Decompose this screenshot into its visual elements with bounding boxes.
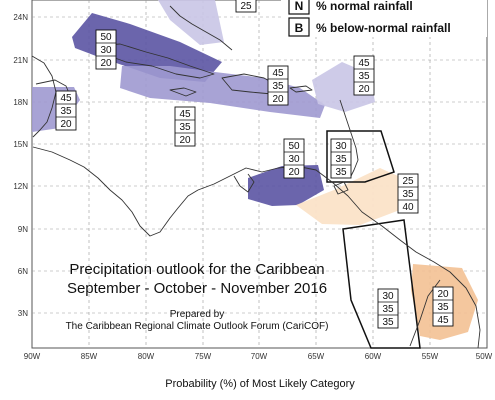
lon-tick: 60W: [365, 352, 382, 361]
map-title: Precipitation outlook for the Caribbean: [69, 261, 324, 278]
probability-value: 35: [382, 304, 394, 315]
lon-tick: 65W: [308, 352, 325, 361]
legend-key: N: [295, 0, 304, 13]
probability-value: 30: [382, 291, 394, 302]
coast-trinidad: [333, 181, 349, 195]
probability-value: 20: [100, 58, 112, 69]
coast-bahamas: [169, 5, 233, 51]
coast-gulf-mexico: [31, 55, 57, 138]
coast-central-america: [32, 146, 199, 237]
probability-value: 45: [179, 109, 191, 120]
region-guianas-outline: [342, 219, 421, 349]
legend-key-box: [288, 0, 310, 15]
probability-box: 50 30 20: [283, 138, 305, 179]
lat-tick: 12N: [13, 182, 28, 191]
probability-value: 20: [60, 119, 72, 130]
probability-value: 35: [437, 302, 449, 313]
lon-tick: 70W: [251, 352, 268, 361]
probability-value: 35: [60, 106, 72, 117]
probability-value: 30: [335, 141, 347, 152]
probability-boxes: 25 50 30 20 45 35 20 45 35 20: [55, 0, 454, 329]
region-lesser-antilles-outline: [326, 130, 395, 183]
lat-tick: 3N: [18, 309, 28, 318]
lon-ticks: 90W 85W 80W 75W 70W 65W 60W 55W 50W: [24, 352, 493, 361]
coast-cuba: [95, 43, 215, 79]
probability-value: 45: [358, 58, 370, 69]
lon-tick: 80W: [138, 352, 155, 361]
lon-tick: 75W: [195, 352, 212, 361]
probability-value: 50: [288, 141, 300, 152]
probability-value: 35: [179, 122, 191, 133]
probability-value: 35: [272, 81, 284, 92]
region-bahamas-light: [158, 0, 224, 45]
probability-value: 25: [240, 1, 252, 12]
lon-tick: 85W: [81, 352, 98, 361]
probability-value: 20: [179, 135, 191, 146]
outlined-regions: [326, 130, 421, 349]
lon-tick: 50W: [476, 352, 493, 361]
probability-box: 45 35 20: [174, 106, 196, 147]
probability-box: 30 35 35: [377, 288, 399, 329]
probability-box: 25: [235, 0, 257, 13]
legend-text: % below-normal rainfall: [316, 21, 451, 35]
prepared-by-label: Prepared by: [170, 309, 224, 320]
coast-south-america-north: [197, 165, 481, 349]
lat-ticks: 24N 21N 18N 15N 12N 9N 6N 3N: [13, 13, 28, 318]
lat-tick: 6N: [18, 267, 28, 276]
probability-value: 35: [402, 189, 414, 200]
legend-key: B: [295, 21, 304, 35]
map-subtitle: September - October - November 2016: [67, 280, 327, 297]
probability-box: 30 35 35: [330, 138, 352, 179]
probability-box: 45 35 20: [353, 55, 375, 96]
legend: N % normal rainfall B % below-normal rai…: [281, 0, 487, 37]
coast-puerto-rico: [289, 85, 313, 93]
probability-value: 25: [402, 176, 414, 187]
probability-value: 30: [100, 45, 112, 56]
lat-tick: 9N: [18, 225, 28, 234]
prepared-by-org: The Caribbean Regional Climate Outlook F…: [66, 321, 329, 332]
region-guyana-coast: [296, 168, 405, 225]
probability-box: 20 35 45: [432, 286, 454, 327]
probability-value: 45: [437, 315, 449, 326]
probability-value: 20: [272, 94, 284, 105]
legend-caption: Probability (%) of Most Likely Category: [165, 378, 355, 390]
probability-value: 45: [60, 93, 72, 104]
probability-value: 20: [288, 167, 300, 178]
probability-value: 20: [437, 289, 449, 300]
region-venezuela-coast: [248, 165, 324, 206]
probability-value: 50: [100, 32, 112, 43]
coast-lesser-antilles: [339, 99, 359, 179]
coast-lake-maracaibo: [233, 173, 255, 193]
lat-tick: 24N: [13, 13, 28, 22]
coast-jamaica: [169, 87, 197, 97]
probability-box: 45 35 20: [55, 90, 77, 131]
probability-value: 35: [358, 71, 370, 82]
probability-value: 35: [382, 317, 394, 328]
lat-tick: 15N: [13, 140, 28, 149]
probability-value: 45: [272, 68, 284, 79]
lat-tick: 18N: [13, 98, 28, 107]
probability-value: 35: [335, 154, 347, 165]
probability-value: 35: [335, 167, 347, 178]
probability-value: 20: [358, 84, 370, 95]
probability-box: 25 35 40: [397, 173, 419, 214]
legend-key-box: [288, 17, 310, 37]
legend-text: % normal rainfall: [316, 0, 413, 13]
lon-tick: 90W: [24, 352, 41, 361]
probability-box: 45 35 20: [267, 65, 289, 106]
probability-box: 50 30 20: [95, 29, 117, 70]
probability-value: 30: [288, 154, 300, 165]
lon-tick: 55W: [422, 352, 439, 361]
probability-value: 40: [402, 202, 414, 213]
lat-tick: 21N: [13, 56, 28, 65]
